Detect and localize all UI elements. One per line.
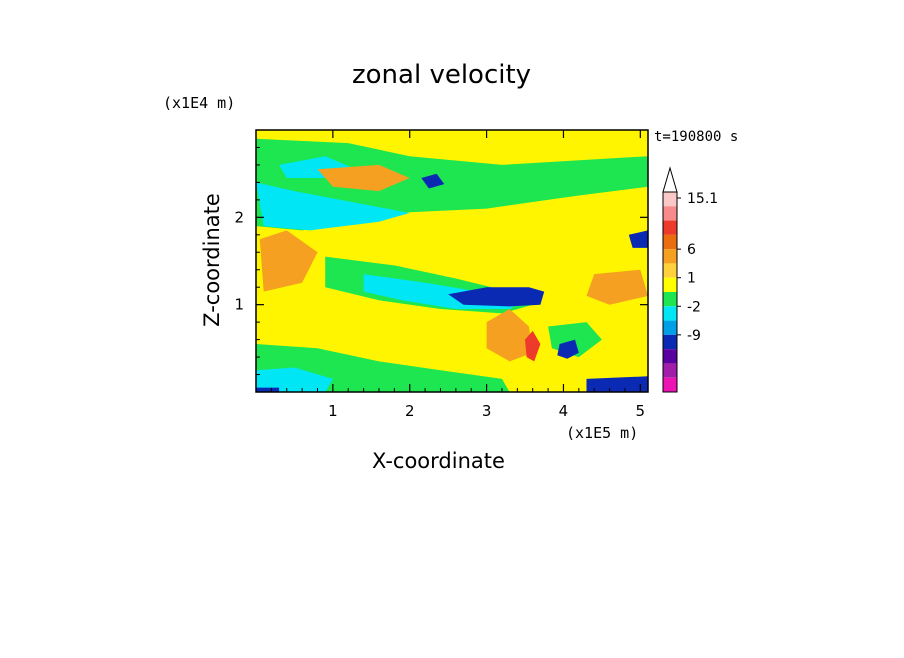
x-axis-title: X-coordinate (372, 449, 505, 473)
colorbar-segment (663, 320, 677, 335)
y-tick-label: 2 (234, 208, 244, 226)
field-region-right-blue-patch (557, 339, 579, 359)
colorbar-segment (663, 363, 677, 378)
colorbar-segment (663, 249, 677, 264)
colorbar-level-label: 1 (687, 271, 696, 287)
colorbar-level-label: -2 (687, 299, 701, 315)
colorbar-segment (663, 192, 677, 207)
x-tick-label: 5 (636, 402, 646, 420)
field-region-bottom-cyan-patch (256, 367, 333, 392)
colorbar-segment (663, 220, 677, 235)
colorbar-segment (663, 263, 677, 278)
field-region-bottom-left-blue (256, 387, 280, 392)
colorbar-segment (663, 334, 677, 350)
field-region-bottom-right-blue (586, 376, 648, 392)
field-region-center-orange-blob (486, 309, 533, 362)
colorbar-segment (663, 349, 677, 364)
colorbar-segment (663, 234, 677, 250)
field-region-top-blue-patch (421, 173, 445, 189)
colorbar-segment (663, 306, 677, 321)
colorbar-segment (663, 377, 677, 392)
colorbar-arrow (662, 166, 678, 193)
y-axis-title: Z-coordinate (200, 193, 224, 327)
field-region-upper-orange-blob (317, 164, 410, 192)
colorbar-frame (662, 191, 678, 393)
colorbar-segment (663, 277, 677, 292)
time-label: t=190800 s (654, 129, 739, 145)
chart-title: zonal velocity (352, 60, 532, 90)
colorbar-segment (663, 292, 677, 307)
field-region-left-orange-blob (259, 230, 318, 292)
y-axis: 12 (234, 146, 648, 376)
y-scale-label: (x1E4 m) (163, 94, 236, 112)
field-region-center-red-blob (525, 330, 541, 362)
x-axis: 1 2 3 4 5 (270, 130, 646, 420)
velocity-field (256, 130, 648, 392)
x-tick-label: 2 (405, 402, 415, 420)
colorbar (662, 166, 678, 393)
colorbar-labels: 15.1 6 1 -2 -9 (677, 191, 718, 344)
colorbar-level-label: 6 (687, 242, 696, 258)
colorbar-level-label: -9 (687, 328, 701, 344)
x-tick-label: 1 (328, 402, 338, 420)
colorbar-segment (663, 206, 677, 221)
x-scale-label: (x1E5 m) (566, 424, 639, 442)
field-region-upper-cyan-band (256, 182, 410, 231)
x-tick-label: 4 (559, 402, 569, 420)
field-region-right-edge-blue (628, 230, 648, 248)
plot-frame (255, 129, 649, 393)
x-tick-label: 3 (482, 402, 492, 420)
field-region-right-orange-blob (586, 269, 648, 305)
colorbar-level-label: 15.1 (687, 191, 718, 207)
field-region-mid-blue-band (448, 287, 545, 307)
y-tick-label: 1 (234, 296, 244, 314)
